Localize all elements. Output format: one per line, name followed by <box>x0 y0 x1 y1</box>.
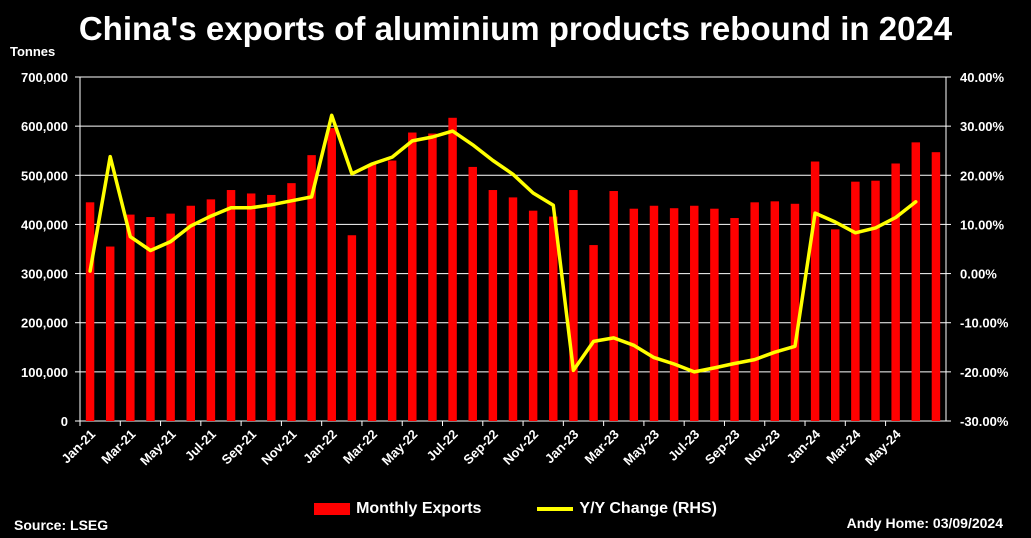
bar-Feb-23 <box>589 245 598 421</box>
bar-Mar-21 <box>126 214 135 421</box>
bar-Jul-23 <box>690 205 699 421</box>
bar-Aug-21 <box>226 190 236 421</box>
x-tick-label: May-22 <box>379 427 421 469</box>
bar-Apr-23 <box>629 208 639 421</box>
x-tick-label: Jul-22 <box>424 427 461 464</box>
x-tick-label: Sep-21 <box>219 427 260 468</box>
x-tick-label: Mar-24 <box>823 426 864 467</box>
bar-Sep-21 <box>246 193 256 421</box>
bar-Nov-23 <box>770 201 780 421</box>
y-tick-label: 300,000 <box>21 267 68 282</box>
x-tick-label: Sep-22 <box>460 427 501 468</box>
bar-Jul-21 <box>206 199 216 421</box>
bar-Dec-23 <box>790 203 800 421</box>
y2-tick-label: 0.00% <box>960 267 997 282</box>
legend-item-yoy: Y/Y Change (RHS) <box>537 500 717 518</box>
x-tick-label: Jan-21 <box>58 427 98 467</box>
x-tick-label: Mar-21 <box>98 427 138 467</box>
x-tick-label: Nov-22 <box>500 427 541 468</box>
bar-Jan-22 <box>327 128 336 421</box>
bar-Apr-24 <box>871 180 880 421</box>
bar-May-24 <box>891 163 900 421</box>
y2-tick-label: 10.00% <box>960 217 1005 232</box>
legend-label-yoy: Y/Y Change (RHS) <box>579 500 717 517</box>
y2-tick-label: 40.00% <box>960 70 1005 85</box>
bar-Jul-22 <box>448 117 457 421</box>
bar-Jun-22 <box>428 133 437 421</box>
y-tick-label: 600,000 <box>21 119 68 134</box>
bar-May-22 <box>408 132 417 421</box>
bar-Dec-22 <box>549 216 558 421</box>
source-note: Source: LSEG <box>14 517 109 533</box>
bar-Jun-23 <box>669 208 679 421</box>
bar-May-23 <box>649 205 659 421</box>
y2-tick-label: -30.00% <box>960 414 1009 429</box>
bar-Jul-24 <box>931 152 941 421</box>
line-series-yoy-change <box>88 113 918 374</box>
bar-Jun-24 <box>911 142 921 422</box>
bar-Sep-23 <box>730 218 739 421</box>
x-tick-label: Jan-22 <box>300 427 340 467</box>
bar-Dec-21 <box>307 155 316 421</box>
bar-Nov-22 <box>528 210 538 421</box>
y2-tick-label: -10.00% <box>960 316 1009 331</box>
x-tick-label: Mar-22 <box>340 427 380 467</box>
legend: Monthly Exports Y/Y Change (RHS) <box>0 500 1031 518</box>
legend-label-exports: Monthly Exports <box>356 500 482 517</box>
bar-Feb-24 <box>831 229 840 421</box>
x-tick-label: May-21 <box>137 427 179 469</box>
bar-Mar-23 <box>609 191 618 421</box>
y2-tick-label: 30.00% <box>960 119 1005 134</box>
bar-Feb-22 <box>347 235 357 421</box>
x-tick-label: Sep-23 <box>702 427 743 468</box>
bar-Mar-24 <box>851 181 860 421</box>
bar-Aug-23 <box>710 208 719 421</box>
bar-Oct-22 <box>508 197 518 421</box>
bar-Apr-22 <box>387 160 397 422</box>
bar-Feb-21 <box>105 246 115 421</box>
bar-Nov-21 <box>287 183 296 421</box>
legend-swatch-bar <box>314 503 351 515</box>
x-tick-label: Mar-23 <box>582 427 622 467</box>
y-tick-label: 700,000 <box>21 70 68 85</box>
bar-May-21 <box>166 213 175 421</box>
bar-Sep-22 <box>488 190 498 421</box>
bar-Mar-22 <box>367 163 377 422</box>
x-tick-label: Nov-23 <box>742 427 783 468</box>
x-tick-label: Jan-23 <box>542 427 582 467</box>
x-tick-label: Jul-21 <box>182 427 219 464</box>
y-tick-label: 400,000 <box>21 217 68 232</box>
bar-Jan-24 <box>810 161 820 422</box>
x-tick-label: May-24 <box>862 426 904 468</box>
credit-note: Andy Home: 03/09/2024 <box>846 515 1003 531</box>
bar-Apr-21 <box>146 217 155 421</box>
chart-title: China's exports of aluminium products re… <box>78 10 953 47</box>
y2-tick-label: 20.00% <box>960 168 1005 183</box>
y-tick-label: 0 <box>61 414 68 429</box>
y2-tick-label: -20.00% <box>960 365 1009 380</box>
bar-Jan-21 <box>85 202 95 421</box>
bar-Jun-21 <box>186 205 195 421</box>
x-tick-label: Jul-23 <box>665 427 702 464</box>
x-tick-label: Nov-21 <box>258 427 299 468</box>
legend-item-exports: Monthly Exports <box>314 500 481 518</box>
y-axis-unit-label: Tonnes <box>10 44 56 59</box>
bar-Oct-23 <box>750 202 759 421</box>
x-tick-label: May-23 <box>620 427 662 469</box>
y-tick-label: 500,000 <box>21 168 68 183</box>
legend-swatch-line <box>537 507 574 511</box>
bar-Aug-22 <box>468 166 477 421</box>
x-tick-label: Jan-24 <box>783 426 823 466</box>
bar-Oct-21 <box>267 194 276 421</box>
bar-Jan-23 <box>569 190 578 421</box>
y-tick-label: 200,000 <box>21 316 68 331</box>
y-tick-label: 100,000 <box>21 365 68 380</box>
